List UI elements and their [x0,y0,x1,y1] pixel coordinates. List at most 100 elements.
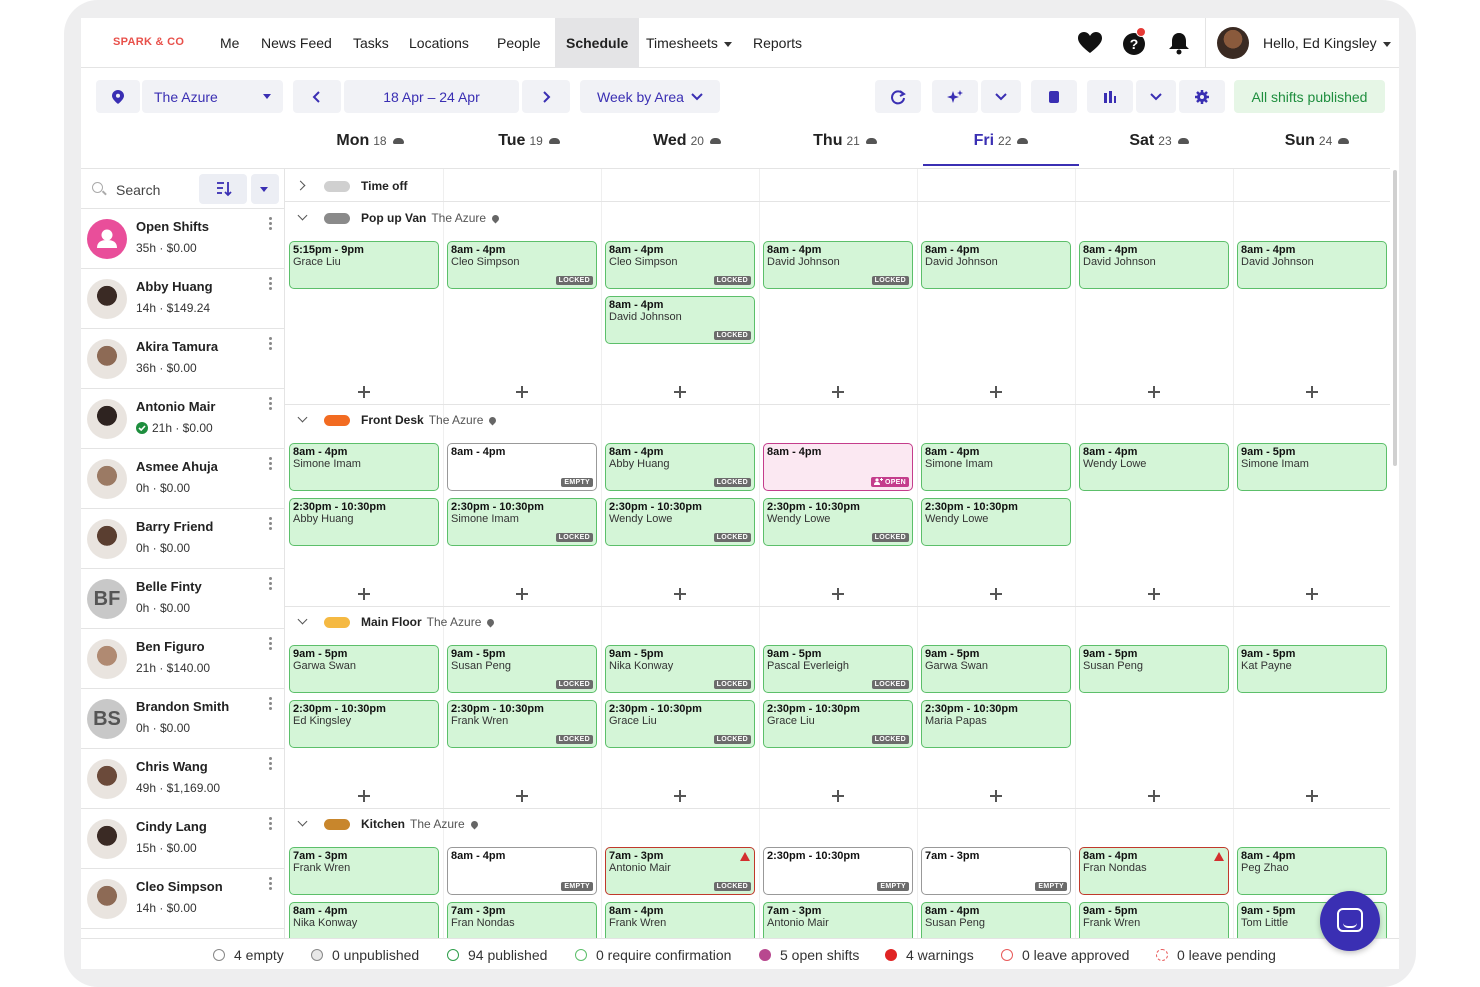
person-row[interactable]: Abby Huang 14h · $149.24 [81,269,284,329]
nav-timesheets[interactable]: Timesheets [646,18,732,68]
person-row[interactable]: Antonio Mair 21h · $0.00 [81,389,284,449]
more-options-icon[interactable] [269,277,273,291]
search-input[interactable]: Search [116,182,161,198]
legend-item[interactable]: 0 unpublished [311,947,419,963]
bell-icon[interactable] [1166,30,1192,56]
nav-tasks[interactable]: Tasks [353,35,389,51]
shift-card[interactable]: 2:30pm - 10:30pm Maria Papas [921,700,1071,748]
day-header-fri[interactable]: Fri 22 [923,130,1079,166]
shift-card[interactable]: 8am - 4pm OPEN [763,443,913,491]
shift-card[interactable]: 8am - 4pm Abby Huang LOCKED [605,443,755,491]
area-header[interactable]: Main Floor The Azure [285,607,1390,637]
area-header[interactable]: Front Desk The Azure [285,405,1390,435]
add-shift-icon[interactable] [1148,386,1160,398]
person-row[interactable]: Cindy Lang 15h · $0.00 [81,809,284,869]
shift-card[interactable]: 8am - 4pm David Johnson LOCKED [763,241,913,289]
person-row[interactable]: Cleo Simpson 14h · $0.00 [81,869,284,929]
shift-card[interactable]: 5:15pm - 9pm Grace Liu [289,241,439,289]
shift-card[interactable]: 9am - 5pm Susan Peng [1079,645,1229,693]
add-shift-icon[interactable] [1148,790,1160,802]
more-options-icon[interactable] [269,877,273,891]
shift-card[interactable]: 8am - 4pm Peg Zhao [1237,847,1387,895]
stats-menu-button[interactable] [1136,80,1176,113]
more-options-icon[interactable] [269,637,273,651]
shift-card[interactable]: 9am - 5pm Kat Payne [1237,645,1387,693]
shift-card[interactable]: 8am - 4pm Cleo Simpson LOCKED [447,241,597,289]
shift-card[interactable]: 8am - 4pm Susan Peng [921,902,1071,938]
person-row[interactable]: Akira Tamura 36h · $0.00 [81,329,284,389]
nav-reports[interactable]: Reports [753,35,803,51]
shift-card[interactable]: 9am - 5pm Garwa Swan [289,645,439,693]
shift-card[interactable]: 2:30pm - 10:30pm Wendy Lowe [921,498,1071,546]
person-row[interactable]: BS Brandon Smith 0h · $0.00 [81,689,284,749]
nav-me[interactable]: Me [220,35,240,51]
shift-card[interactable]: 2:30pm - 10:30pm EMPTY [763,847,913,895]
shift-card[interactable]: 2:30pm - 10:30pm Simone Imam LOCKED [447,498,597,546]
area-header-time-off[interactable]: Time off [285,171,1390,201]
brand-logo[interactable]: SPARK & CO [113,36,185,48]
publish-status-button[interactable]: All shifts published [1234,80,1385,113]
add-shift-icon[interactable] [832,386,844,398]
shift-card[interactable]: 8am - 4pm Frank Wren [605,902,755,938]
more-options-icon[interactable] [269,517,273,531]
more-options-icon[interactable] [269,217,273,231]
add-shift-icon[interactable] [990,386,1002,398]
more-options-icon[interactable] [269,577,273,591]
shift-card[interactable]: 2:30pm - 10:30pm Abby Huang [289,498,439,546]
user-avatar[interactable] [1217,27,1249,59]
add-shift-icon[interactable] [1148,588,1160,600]
location-pin-button[interactable] [96,80,140,113]
area-header[interactable]: Pop up Van The Azure [285,203,1390,233]
location-select[interactable]: The Azure [142,80,283,113]
add-shift-icon[interactable] [674,386,686,398]
template-button[interactable] [1031,80,1077,113]
shift-card[interactable]: 7am - 3pm EMPTY [921,847,1071,895]
area-header[interactable]: Kitchen The Azure [285,809,1390,839]
shift-card[interactable]: 2:30pm - 10:30pm Ed Kingsley [289,700,439,748]
view-mode-select[interactable]: Week by Area [580,80,720,113]
more-options-icon[interactable] [269,337,273,351]
day-header-sun[interactable]: Sun 24 [1239,130,1395,166]
chevron-down-icon[interactable] [297,614,308,625]
add-shift-icon[interactable] [990,790,1002,802]
day-header-tue[interactable]: Tue 19 [451,130,607,166]
auto-schedule-button[interactable] [932,80,978,113]
heart-icon[interactable] [1077,30,1103,56]
chevron-down-icon[interactable] [297,210,308,221]
user-menu[interactable]: Hello, Ed Kingsley [1263,18,1391,68]
shift-card[interactable]: 7am - 3pm Fran Nondas [447,902,597,938]
chevron-down-icon[interactable] [297,816,308,827]
more-options-icon[interactable] [269,817,273,831]
shift-card[interactable]: 9am - 5pm Pascal Everleigh LOCKED [763,645,913,693]
add-shift-icon[interactable] [674,588,686,600]
next-week-button[interactable] [522,80,570,113]
add-shift-icon[interactable] [832,588,844,600]
shift-card[interactable]: 2:30pm - 10:30pm Wendy Lowe LOCKED [605,498,755,546]
help-icon[interactable]: ? [1122,27,1148,56]
shift-card[interactable]: 2:30pm - 10:30pm Wendy Lowe LOCKED [763,498,913,546]
settings-button[interactable] [1179,80,1225,113]
more-options-icon[interactable] [269,457,273,471]
shift-card[interactable]: 9am - 5pm Nika Konway LOCKED [605,645,755,693]
shift-card[interactable]: 2:30pm - 10:30pm Grace Liu LOCKED [605,700,755,748]
shift-card[interactable]: 8am - 4pm Simone Imam [289,443,439,491]
day-header-thu[interactable]: Thu 21 [767,130,923,166]
shift-card[interactable]: 8am - 4pm Simone Imam [921,443,1071,491]
shift-card[interactable]: 7am - 3pm Antonio Mair LOCKED [605,847,755,895]
add-shift-icon[interactable] [1306,588,1318,600]
legend-item[interactable]: 4 empty [213,947,284,963]
add-shift-icon[interactable] [832,790,844,802]
prev-week-button[interactable] [293,80,341,113]
person-row[interactable]: Open Shifts 35h · $0.00 [81,209,284,269]
nav-locations[interactable]: Locations [409,35,469,51]
more-options-icon[interactable] [269,697,273,711]
shift-card[interactable]: 9am - 5pm Frank Wren [1079,902,1229,938]
add-shift-icon[interactable] [516,588,528,600]
shift-card[interactable]: 9am - 5pm Simone Imam [1237,443,1387,491]
nav-news-feed[interactable]: News Feed [261,35,332,51]
day-header-mon[interactable]: Mon 18 [292,130,448,166]
shift-card[interactable]: 8am - 4pm David Johnson LOCKED [605,296,755,344]
legend-item[interactable]: 94 published [447,947,547,963]
add-shift-icon[interactable] [358,790,370,802]
more-options-icon[interactable] [269,397,273,411]
